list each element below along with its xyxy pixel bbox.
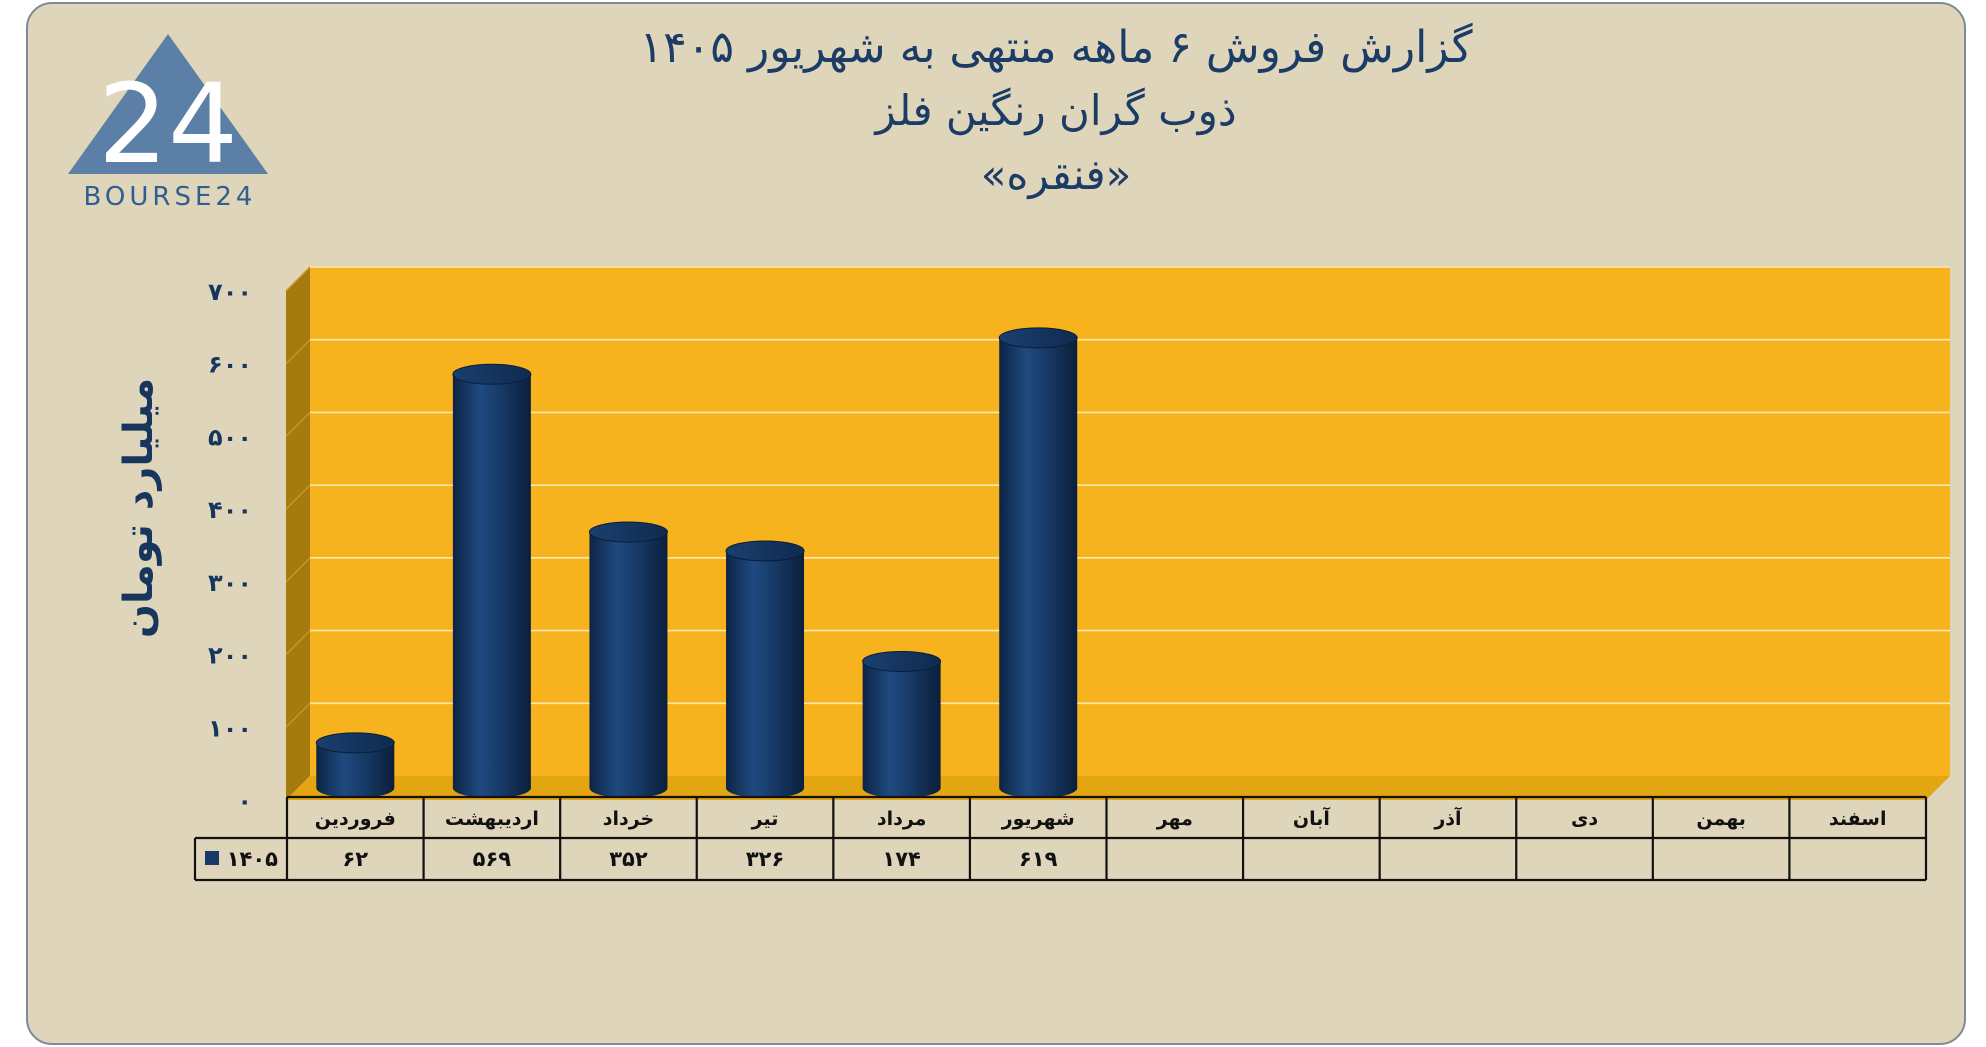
bar-cap — [725, 540, 805, 562]
side-wall — [286, 267, 310, 800]
category-label: بهمن — [1696, 808, 1746, 830]
floor — [286, 776, 1950, 800]
category-label: خرداد — [603, 808, 655, 830]
gridline-side — [285, 266, 311, 292]
y-axis-label: میلیارد تومان — [116, 378, 162, 638]
bar-cap — [452, 363, 532, 385]
y-tick-label: ۵۰۰ — [208, 423, 252, 451]
gridline-side — [285, 702, 311, 728]
y-tick-label: ۰ — [237, 787, 252, 815]
gridline-side — [285, 339, 311, 365]
y-tick-label: ۶۰۰ — [208, 351, 252, 379]
category-label: اردیبهشت — [445, 808, 539, 830]
category-label: تیر — [751, 808, 779, 830]
category-label: آذر — [1433, 806, 1462, 830]
bar-body — [862, 661, 941, 798]
category-label: مرداد — [877, 808, 927, 830]
bar-cap — [315, 732, 395, 754]
gridline-side — [285, 557, 311, 583]
gridline-side — [285, 411, 311, 437]
bar-body — [726, 550, 805, 798]
category-label: اسفند — [1829, 808, 1887, 830]
bar-body — [316, 742, 395, 798]
bar-4 — [725, 540, 805, 798]
logo-text: BOURSE24 — [83, 182, 257, 212]
data-value-label: ۳۵۲ — [609, 847, 648, 871]
data-value-label: ۵۶۹ — [473, 847, 512, 871]
y-tick-label: ۲۰۰ — [208, 642, 252, 670]
category-label: آبان — [1293, 806, 1330, 830]
bourse24-logo-icon: 24 — [68, 34, 268, 188]
gridline-side — [285, 630, 311, 656]
y-tick-label: ۴۰۰ — [208, 496, 252, 524]
bar-cap — [998, 327, 1078, 349]
data-value-label: ۱۷۴ — [882, 847, 921, 871]
y-tick-label: ۱۰۰ — [208, 714, 252, 742]
bar-5 — [862, 650, 942, 798]
data-value-label: ۶۱۹ — [1019, 847, 1058, 871]
category-label: دی — [1571, 808, 1598, 830]
bar-body — [589, 532, 668, 798]
bar-cap — [862, 650, 942, 672]
legend-swatch — [205, 851, 219, 865]
bar-body — [999, 337, 1078, 798]
category-label: فروردین — [315, 808, 396, 830]
bar-1 — [315, 732, 395, 798]
category-label: شهریور — [1001, 808, 1075, 830]
category-label: مهر — [1156, 808, 1193, 830]
company-name: ذوب گران رنگین فلز — [875, 86, 1237, 135]
y-tick-label: ۳۰۰ — [208, 569, 252, 597]
plot-area — [310, 267, 1950, 776]
data-value-label: ۳۲۶ — [746, 847, 784, 871]
bar-2 — [452, 363, 532, 798]
ticker-symbol: «فنقره» — [980, 150, 1132, 199]
gridline-side — [285, 484, 311, 510]
bar-body — [452, 374, 531, 798]
bar-6 — [998, 327, 1078, 798]
bar-cap — [588, 521, 668, 543]
data-value-label: ۶۲ — [342, 847, 368, 871]
bar-3 — [588, 521, 668, 798]
y-tick-label: ۷۰۰ — [208, 278, 252, 306]
legend-series-name: ۱۴۰۵ — [227, 847, 278, 871]
chart-title: گزارش فروش ۶ ماهه منتهی به شهریور ۱۴۰۵ — [639, 22, 1473, 73]
logo-mark: 24 — [98, 60, 238, 188]
